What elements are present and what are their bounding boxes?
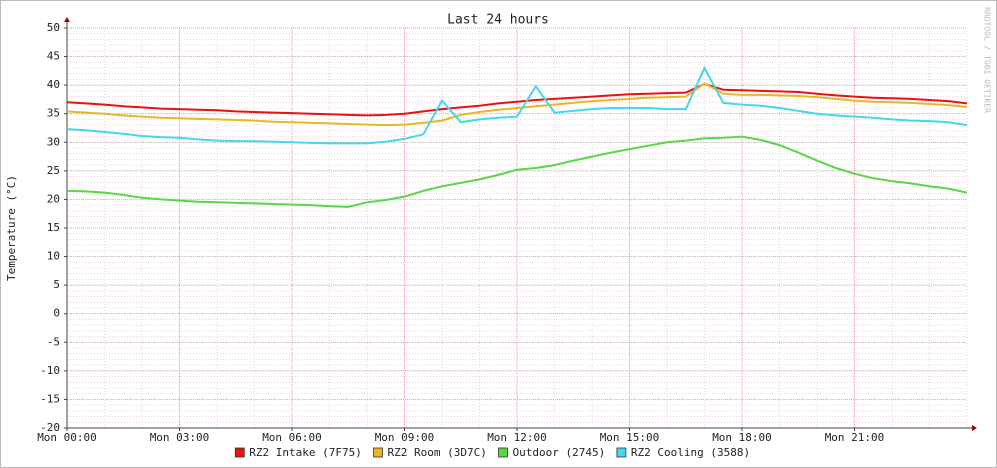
- y-tick-label: -20: [40, 421, 60, 434]
- legend-label: RZ2 Cooling (3588): [631, 446, 750, 459]
- series-line: [66, 65, 968, 145]
- y-tick-label: 10: [47, 250, 60, 263]
- axis-arrow: [972, 425, 977, 431]
- chart-title: Last 24 hours: [447, 13, 549, 28]
- y-tick-label: 35: [47, 107, 60, 120]
- legend-label: Outdoor (2745): [513, 446, 606, 459]
- x-tick-label: Mon 12:00: [487, 431, 547, 444]
- y-tick-label: 20: [47, 192, 60, 205]
- y-tick-label: 30: [47, 135, 60, 148]
- x-tick-label: Mon 06:00: [262, 431, 322, 444]
- y-tick-label: 50: [47, 21, 60, 34]
- legend-swatch: [498, 447, 508, 458]
- watermark: RRDTOOL / TOBI OETIKER: [983, 7, 992, 113]
- x-tick-label: Mon 21:00: [825, 431, 885, 444]
- y-tick-label: 0: [53, 307, 60, 320]
- legend-label: RZ2 Intake (7F75): [249, 446, 362, 459]
- series-line: [66, 82, 968, 117]
- series-line: [66, 82, 968, 127]
- legend-swatch: [616, 447, 627, 458]
- x-tick-label: Mon 15:00: [600, 431, 660, 444]
- x-tick-label: Mon 00:00: [37, 431, 97, 444]
- y-tick-label: 5: [53, 278, 60, 291]
- series-line: [66, 135, 968, 208]
- y-tick-label: 40: [47, 78, 60, 91]
- x-tick-label: Mon 18:00: [712, 431, 772, 444]
- y-tick-label: -15: [40, 392, 60, 405]
- axis-arrow: [64, 17, 70, 22]
- y-tick-label: 25: [47, 164, 60, 177]
- legend-swatch: [234, 447, 245, 458]
- y-tick-label: -5: [47, 335, 60, 348]
- y-axis-label: Temperature (°C): [5, 175, 18, 281]
- y-tick-label: 45: [47, 50, 60, 63]
- legend-label: RZ2 Room (3D7C): [388, 446, 487, 459]
- y-tick-label: 15: [47, 221, 60, 234]
- x-tick-label: Mon 03:00: [150, 431, 210, 444]
- y-tick-label: -10: [40, 364, 60, 377]
- x-tick-label: Mon 09:00: [375, 431, 435, 444]
- legend-swatch: [373, 447, 383, 458]
